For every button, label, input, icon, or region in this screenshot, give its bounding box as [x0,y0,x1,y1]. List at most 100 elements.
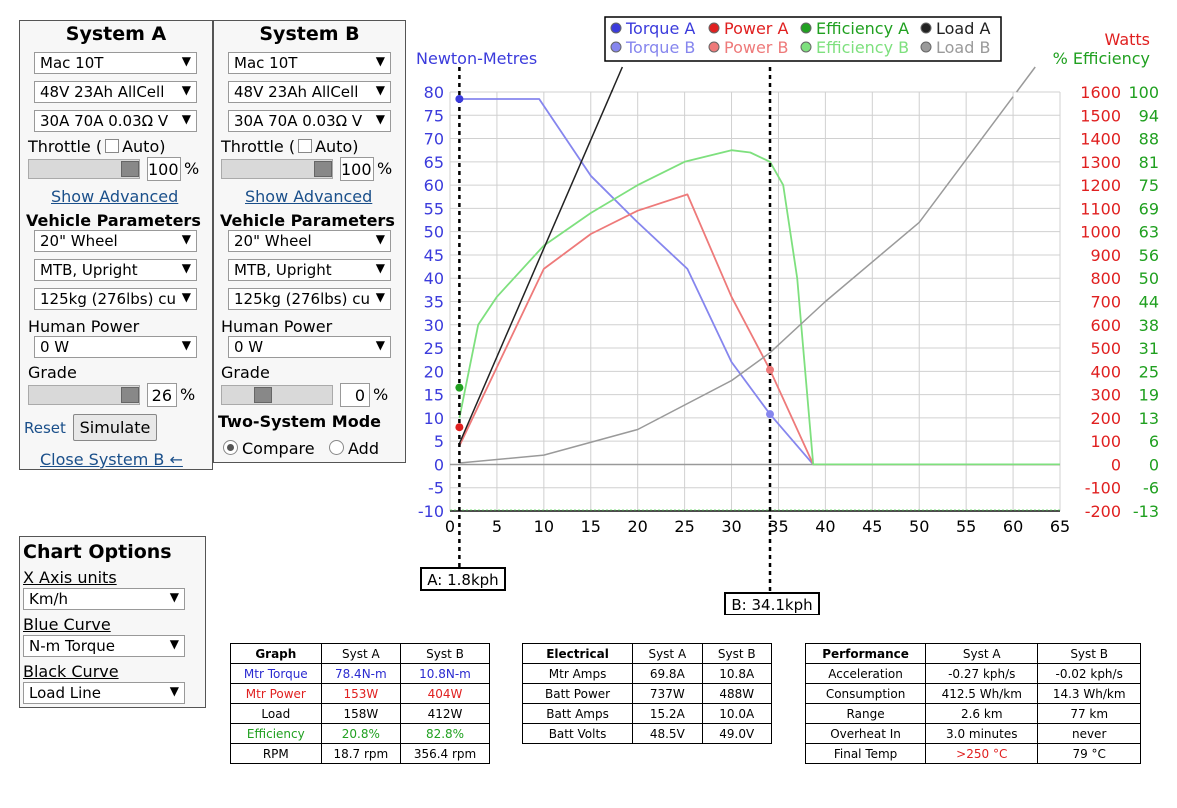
wheel-value-a: 20" Wheel [40,232,118,250]
table-cell: Batt Power [521,683,634,704]
chevron-down-icon: ▼ [169,590,179,604]
mass-select-b[interactable]: 125kg (276lbs) cu ▼ [228,288,391,310]
cursor-a-label: A: 1.8kph [427,571,498,589]
motor-value-a: Mac 10T [40,54,104,72]
two-system-mode-heading: Two-System Mode [218,412,382,431]
efficiency-tick-label: 75 [1139,176,1159,195]
add-radio[interactable] [329,440,344,455]
efficiency-tick-label: 6 [1149,432,1159,451]
efficiency-tick-label: 81 [1139,153,1159,172]
close-system-b-link[interactable]: Close System B ← [40,450,183,469]
table-cell: 48.5V [632,723,703,744]
add-option[interactable]: Add [329,439,379,458]
black-curve-select[interactable]: Load Line ▼ [23,682,185,704]
table-cell: 3.0 minutes [925,723,1039,744]
motor-select-b[interactable]: Mac 10T ▼ [228,52,391,74]
show-advanced-link-a[interactable]: Show Advanced [51,187,179,206]
wheel-value-b: 20" Wheel [234,232,312,250]
compare-radio[interactable] [223,440,238,455]
watt-tick-label: -200 [1085,502,1121,521]
human-power-select-b[interactable]: 0 W ▼ [228,336,391,358]
table-cell: Load [230,703,322,724]
grade-label-b: Grade [221,363,270,382]
grade-slider-a[interactable] [28,385,140,405]
table-cell: 82.8% [400,723,490,744]
table-header-row: Electrical Syst A Syst B [521,643,773,664]
bike-select-b[interactable]: MTB, Upright ▼ [228,259,391,281]
efficiency-tick-label: 44 [1139,293,1159,312]
x-tick-label: 65 [1050,517,1070,536]
table-cell: 158W [320,703,402,724]
mass-select-a[interactable]: 125kg (276lbs) cu ▼ [34,288,197,310]
x-tick-label: 40 [815,517,835,536]
slider-thumb[interactable] [121,387,139,403]
table-cell: 412.5 Wh/km [925,683,1039,704]
reset-link[interactable]: Reset [24,419,66,437]
battery-select-b[interactable]: 48V 23Ah AllCell ▼ [228,81,391,103]
black-curve-value: Load Line [29,684,102,702]
battery-value-b: 48V 23Ah AllCell [234,83,359,101]
show-advanced-link-b[interactable]: Show Advanced [245,187,373,206]
auto-label-a: Auto) [122,137,166,156]
auto-checkbox-b[interactable] [298,139,313,153]
wheel-select-a[interactable]: 20" Wheel ▼ [34,230,197,252]
efficiency-tick-label: 94 [1139,106,1159,125]
throttle-slider-b[interactable] [221,159,333,179]
throttle-text-b: Throttle ( [221,137,296,156]
throttle-input-b[interactable]: 100 [340,157,374,181]
table-cell: 69.8A [632,663,703,684]
x-axis-units-select[interactable]: Km/h ▼ [23,588,185,610]
efficiency-tick-label: -6 [1143,479,1159,498]
mass-value-b: 125kg (276lbs) cu [234,290,370,308]
compare-option[interactable]: Compare [223,439,315,458]
wheel-select-b[interactable]: 20" Wheel ▼ [228,230,391,252]
auto-checkbox-a[interactable] [105,139,120,153]
slider-thumb[interactable] [121,161,139,177]
chevron-down-icon: ▼ [375,261,385,275]
slider-thumb[interactable] [254,387,272,403]
legend-swatch [610,22,622,34]
eff-a-marker [455,383,464,392]
grade-input-b[interactable]: 0 [340,383,370,407]
x-tick-label: 5 [492,517,502,536]
throttle-input-a[interactable]: 100 [147,157,181,181]
x-tick-label: 0 [445,517,455,536]
chevron-down-icon: ▼ [181,112,191,126]
watt-tick-label: 1200 [1080,176,1121,195]
efficiency-tick-label: 38 [1139,316,1159,335]
system-b-title: System B [259,23,360,45]
torque-b-line [459,98,1060,466]
y-tick-label: 35 [424,293,444,312]
efficiency-tick-label: -13 [1133,502,1159,521]
y-axis-title-efficiency: % Efficiency [1053,49,1150,68]
legend-item: Load B [936,38,990,57]
efficiency-tick-label: 50 [1139,269,1159,288]
battery-select-a[interactable]: 48V 23Ah AllCell ▼ [34,81,197,103]
black-curve-label: Black Curve [23,662,119,681]
torque-b-marker [766,410,775,419]
bike-value-b: MTB, Upright [234,261,332,279]
y-tick-label: 10 [424,409,444,428]
table-cell: Consumption [804,683,927,704]
grade-input-a[interactable]: 26 [147,383,177,407]
controller-select-a[interactable]: 30A 70A 0.03Ω V ▼ [34,110,197,132]
grade-slider-b[interactable] [221,385,333,405]
simulate-button[interactable]: Simulate [73,414,157,441]
chevron-down-icon: ▼ [375,290,385,304]
table-cell: 737W [632,683,703,704]
slider-thumb[interactable] [314,161,332,177]
table-cell: 404W [400,683,490,704]
x-axis-units-label: X Axis units [23,568,117,587]
watt-tick-label: 1300 [1080,153,1121,172]
human-power-select-a[interactable]: 0 W ▼ [34,336,197,358]
table-cell: -0.27 kph/s [925,663,1039,684]
throttle-slider-a[interactable] [28,159,140,179]
y-tick-label: -5 [428,479,444,498]
y-axis-title-left: Newton-Metres [416,49,537,68]
motor-select-a[interactable]: Mac 10T ▼ [34,52,197,74]
watt-tick-label: 700 [1090,293,1121,312]
load-a-line-extension [610,66,624,93]
bike-select-a[interactable]: MTB, Upright ▼ [34,259,197,281]
blue-curve-select[interactable]: N-m Torque ▼ [23,635,185,657]
controller-select-b[interactable]: 30A 70A 0.03Ω V ▼ [228,110,391,132]
